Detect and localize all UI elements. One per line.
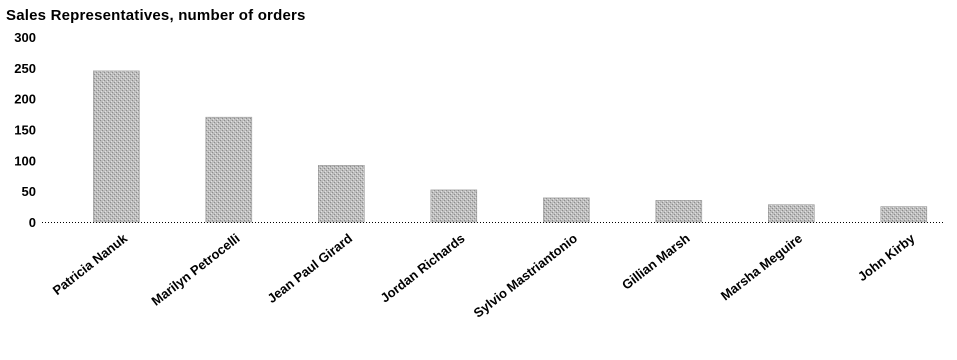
chart-title: Sales Representatives, number of orders — [6, 7, 306, 24]
bars-group — [93, 70, 928, 223]
bar-jordan-richards — [430, 189, 478, 223]
x-axis-labels: Patricia Nanuk Marilyn Petrocelli Jean Pau… — [50, 230, 919, 321]
bar-patricia-nanuk — [93, 70, 140, 223]
x-category-label: Marsha Meguire — [718, 231, 805, 304]
bar-john-kirby — [880, 206, 928, 223]
bar-sylvio-mastriantonio — [542, 197, 590, 223]
bar-gillian-marsh — [655, 200, 703, 223]
y-tick-label: 300 — [14, 30, 36, 45]
y-tick-label: 150 — [14, 123, 36, 138]
x-category-label: Marilyn Petrocelli — [149, 231, 243, 309]
x-category-label: Sylvio Mastriantonio — [471, 231, 580, 321]
y-tick-label: 0 — [29, 215, 36, 230]
y-tick-label: 100 — [14, 153, 36, 168]
y-tick-label: 250 — [14, 61, 36, 76]
y-axis: 0 50 100 150 200 250 300 — [14, 30, 36, 230]
bar-marsha-meguire — [767, 204, 815, 223]
x-category-label: John Kirby — [855, 230, 918, 284]
bar-jean-paul-girard — [317, 165, 365, 223]
x-category-label: Jean Paul Girard — [264, 231, 355, 306]
y-tick-label: 200 — [14, 92, 36, 107]
x-category-label: Jordan Richards — [378, 231, 468, 306]
x-category-label: Patricia Nanuk — [50, 230, 131, 298]
bar-marilyn-petrocelli — [205, 116, 253, 223]
x-category-label: Gillian Marsh — [619, 231, 693, 293]
y-tick-label: 50 — [22, 184, 36, 199]
